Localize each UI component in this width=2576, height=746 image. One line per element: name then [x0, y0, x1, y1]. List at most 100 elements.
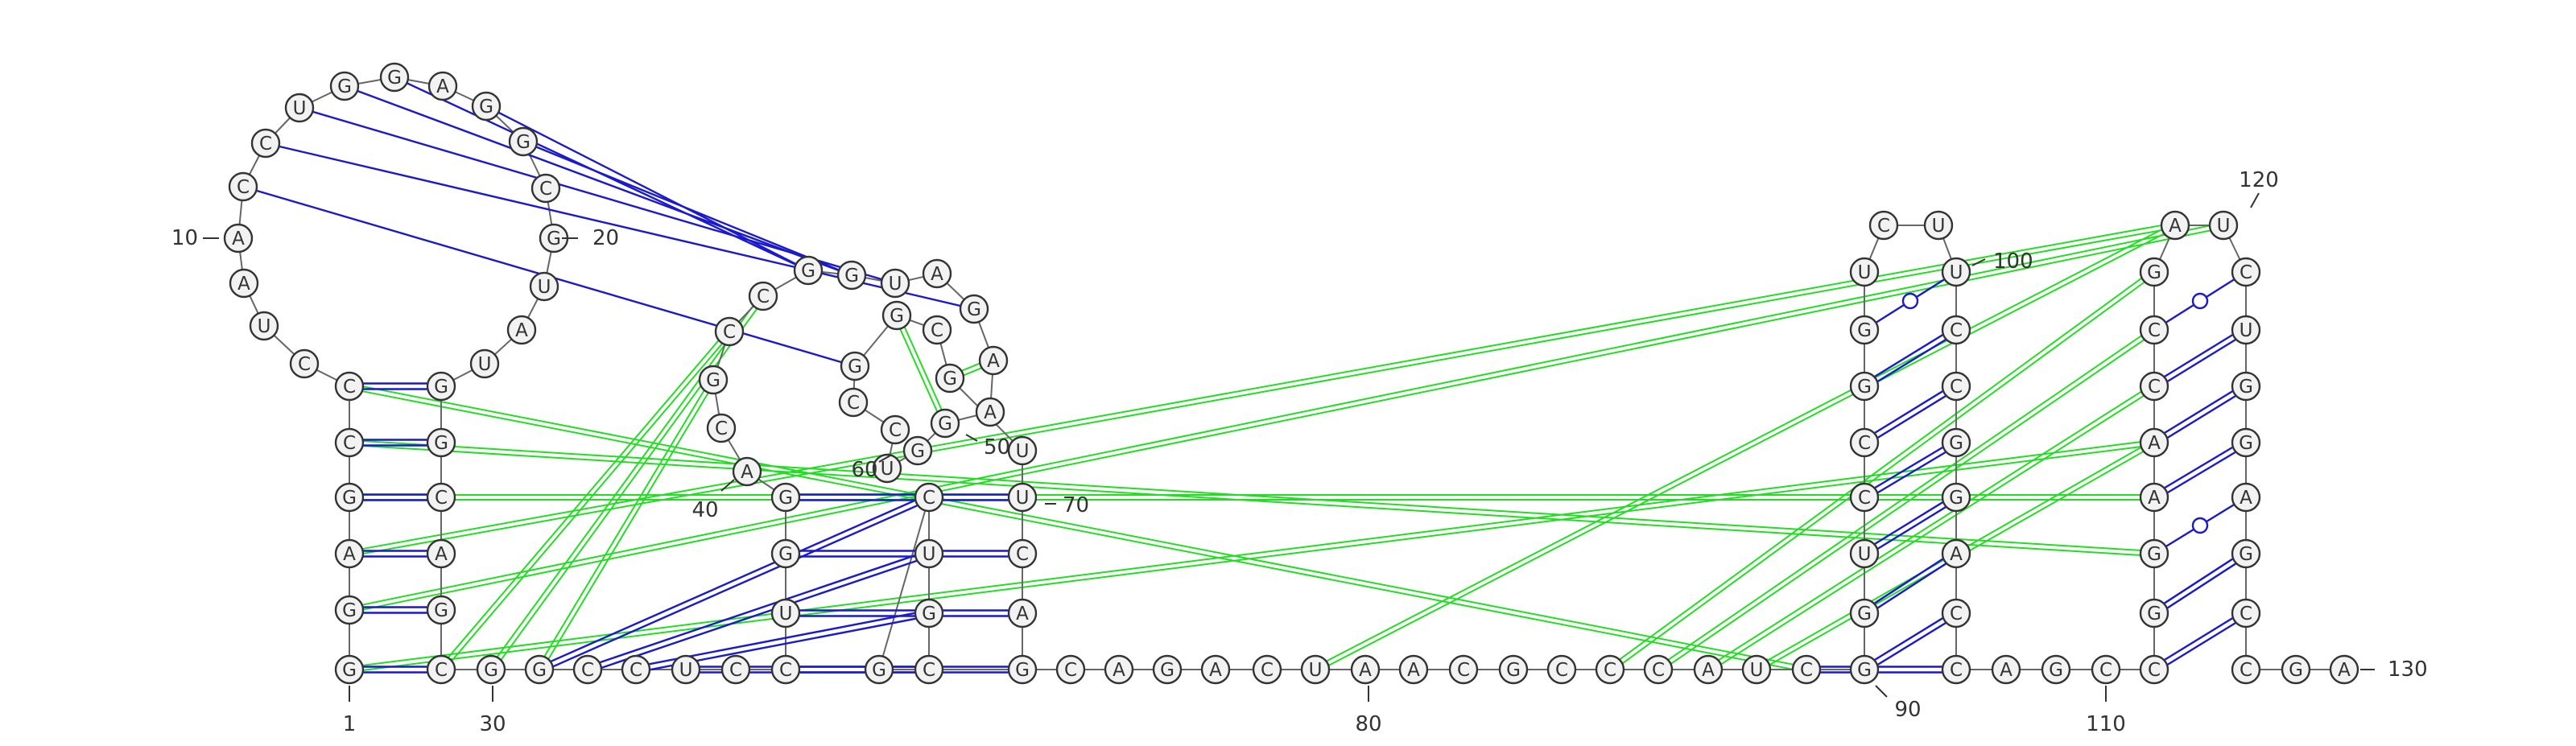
svg-text:A: A: [237, 274, 250, 295]
svg-text:C: C: [1950, 377, 1963, 398]
position-tick: [720, 479, 735, 492]
nucleotide-107: C: [2091, 654, 2121, 685]
position-label-70: 70: [1063, 493, 1089, 517]
position-tick: [1875, 685, 1888, 698]
nucleotide-30: G: [476, 654, 506, 685]
svg-text:A: A: [2148, 488, 2161, 509]
nucleotide-21: U: [529, 271, 559, 302]
nucleotide-105: A: [1991, 654, 2021, 685]
nucleotide-81: C: [1546, 654, 1577, 685]
base-pair-line: [2152, 382, 2245, 442]
svg-text:A: A: [436, 76, 449, 97]
svg-text:C: C: [539, 179, 552, 200]
svg-text:U: U: [478, 354, 492, 375]
base-pair-line: [2155, 443, 2248, 501]
pseudoknot-line: [894, 315, 944, 425]
nucleotide-15: G: [379, 62, 410, 93]
position-label-40: 40: [691, 498, 718, 522]
nucleotide-98: C: [1941, 315, 1971, 345]
svg-text:C: C: [2099, 660, 2112, 681]
pseudoknot-line: [1315, 226, 2177, 673]
nucleotide-6: C: [334, 371, 365, 402]
nucleotide-109: G: [2139, 598, 2169, 629]
svg-text:C: C: [2240, 262, 2252, 283]
svg-text:A: A: [2338, 660, 2351, 681]
nucleotide-62: U: [1007, 482, 1038, 513]
nucleotide-122: A: [2231, 482, 2261, 513]
nucleotide-25: G: [426, 427, 456, 458]
position-tick: [1971, 258, 1986, 266]
tertiary-contact: [522, 140, 852, 277]
nucleotide-8: U: [249, 311, 279, 341]
svg-text:A: A: [435, 544, 448, 565]
svg-text:C: C: [723, 322, 736, 343]
svg-text:G: G: [434, 433, 448, 454]
pseudoknot-line: [488, 294, 762, 669]
nucleotide-14: G: [329, 71, 360, 101]
nucleotide-49: G: [959, 294, 989, 324]
base-pair-line: [1862, 493, 1955, 553]
nucleotide-44: C: [748, 281, 778, 311]
nucleotide-52: G: [930, 408, 960, 439]
nucleotide-13: U: [284, 93, 315, 123]
svg-text:A: A: [2169, 216, 2182, 237]
nucleotide-115: G: [2139, 257, 2169, 287]
svg-text:G: G: [1857, 604, 1872, 624]
nucleotide-9: A: [229, 268, 259, 299]
position-label-1: 1: [343, 712, 357, 736]
nucleotide-71: C: [1055, 654, 1086, 685]
nucleotide-96: U: [1923, 210, 1954, 241]
base-pair-line: [538, 493, 929, 668]
svg-text:C: C: [1858, 488, 1871, 509]
nucleotide-1: G: [334, 654, 365, 685]
svg-text:C: C: [715, 418, 728, 439]
base-pair-line: [2152, 326, 2245, 385]
nucleotide-45: G: [793, 255, 824, 286]
svg-text:G: G: [801, 261, 815, 282]
svg-text:C: C: [1877, 216, 1890, 237]
svg-text:G: G: [342, 600, 357, 621]
nucleotide-92: G: [1849, 371, 1880, 402]
svg-text:U: U: [293, 98, 307, 119]
position-label-60: 60: [851, 458, 877, 482]
nucleotide-123: G: [2231, 538, 2261, 569]
nucleotide-47: U: [880, 268, 910, 299]
svg-text:C: C: [1261, 660, 1274, 681]
svg-text:U: U: [1950, 262, 1963, 283]
svg-text:C: C: [581, 660, 594, 681]
base-pair-line: [2155, 331, 2248, 390]
nucleotide-46: G: [836, 260, 867, 291]
base-pair-line: [2155, 614, 2248, 674]
svg-text:C: C: [1064, 660, 1077, 681]
nucleotide-3: A: [334, 538, 365, 569]
pseudoknot-line: [349, 439, 2154, 669]
nucleotide-120: G: [2231, 371, 2261, 402]
nucleotide-103: C: [1941, 598, 1971, 629]
nucleotide-56: C: [838, 387, 869, 418]
base-pair-line: [1862, 326, 1955, 385]
position-label-100: 100: [1993, 249, 2033, 274]
svg-text:G: G: [2147, 604, 2161, 624]
svg-text:A: A: [931, 264, 943, 285]
nucleotide-26: C: [426, 482, 456, 513]
svg-text:G: G: [2147, 544, 2161, 565]
svg-text:C: C: [1652, 660, 1665, 681]
base-pair-line: [1865, 498, 1959, 558]
svg-text:C: C: [1950, 320, 1963, 341]
nucleotide-12: C: [250, 128, 281, 159]
nucleotide-37: U: [770, 598, 801, 629]
svg-text:C: C: [931, 320, 943, 341]
svg-text:A: A: [2240, 488, 2252, 509]
svg-text:C: C: [1016, 544, 1029, 565]
svg-text:U: U: [538, 277, 551, 298]
svg-text:G: G: [1857, 377, 1872, 398]
pseudoknot-line: [540, 381, 716, 672]
nucleotide-86: C: [1791, 654, 1822, 685]
svg-text:A: A: [232, 229, 245, 249]
svg-text:G: G: [1015, 660, 1030, 681]
nucleotide-83: C: [1643, 654, 1674, 685]
position-label-90: 90: [1894, 698, 1921, 722]
svg-text:A: A: [1950, 544, 1963, 565]
nucleotide-66: C: [914, 654, 944, 685]
nucleotide-95: C: [1868, 210, 1899, 241]
